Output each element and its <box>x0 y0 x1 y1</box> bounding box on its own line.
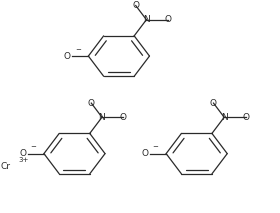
Text: O: O <box>19 149 26 158</box>
Text: 3+: 3+ <box>18 157 28 163</box>
Text: −: − <box>75 46 81 53</box>
Text: −: − <box>31 144 36 150</box>
Text: −: − <box>153 144 158 150</box>
Text: O: O <box>64 52 71 60</box>
Text: O: O <box>88 99 95 108</box>
Text: N: N <box>221 113 228 122</box>
Text: Cr: Cr <box>1 162 11 171</box>
Text: N: N <box>143 15 150 24</box>
Text: O: O <box>210 99 217 108</box>
Text: O: O <box>242 113 249 122</box>
Text: O: O <box>120 113 127 122</box>
Text: N: N <box>99 113 105 122</box>
Text: O: O <box>164 15 171 24</box>
Text: O: O <box>141 149 148 158</box>
Text: O: O <box>132 1 139 10</box>
